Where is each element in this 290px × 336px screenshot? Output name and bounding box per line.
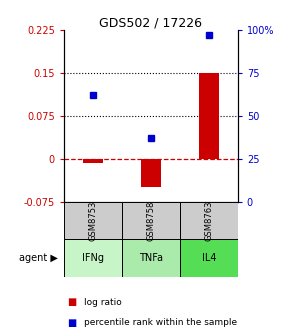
Bar <box>64 239 122 277</box>
Text: GSM8758: GSM8758 <box>146 200 155 241</box>
Text: agent ▶: agent ▶ <box>19 253 58 263</box>
Bar <box>122 239 180 277</box>
Text: ■: ■ <box>67 318 76 328</box>
Bar <box>122 202 180 239</box>
Bar <box>141 159 161 187</box>
Text: log ratio: log ratio <box>84 298 122 307</box>
Bar <box>180 239 238 277</box>
Title: GDS502 / 17226: GDS502 / 17226 <box>99 16 202 29</box>
Bar <box>83 159 103 163</box>
Text: GSM8753: GSM8753 <box>88 200 97 241</box>
Bar <box>64 202 122 239</box>
Text: TNFa: TNFa <box>139 253 163 263</box>
Text: GSM8763: GSM8763 <box>204 200 213 241</box>
Text: percentile rank within the sample: percentile rank within the sample <box>84 318 237 327</box>
Bar <box>180 202 238 239</box>
Text: IFNg: IFNg <box>82 253 104 263</box>
Text: IL4: IL4 <box>202 253 216 263</box>
Text: ■: ■ <box>67 297 76 307</box>
Bar <box>199 73 219 159</box>
